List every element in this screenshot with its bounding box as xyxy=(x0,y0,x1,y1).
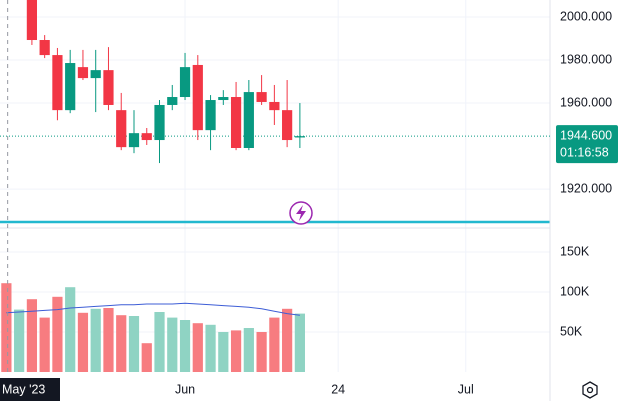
candle-body xyxy=(256,92,267,102)
volume-tick-label: 50K xyxy=(560,324,583,338)
candle-body xyxy=(39,40,50,56)
candle-body xyxy=(167,97,178,105)
volume-bar xyxy=(282,308,293,372)
volume-tick-label: 100K xyxy=(560,284,590,298)
x-tick-label: Jul xyxy=(458,382,474,396)
volume-bar xyxy=(1,283,12,372)
candle-body xyxy=(282,110,293,141)
y-tick-label: 1980.000 xyxy=(560,52,612,66)
volume-pane xyxy=(1,283,305,372)
volume-bar xyxy=(269,317,280,372)
alert-icon xyxy=(289,201,313,225)
volume-bar xyxy=(230,330,242,372)
volume-bar xyxy=(65,287,76,372)
price-pane xyxy=(0,0,550,164)
volume-ma-line xyxy=(6,302,300,316)
candle-body xyxy=(218,97,229,101)
candle-body xyxy=(243,92,254,148)
crosshair-label-box xyxy=(0,378,60,401)
volume-bar xyxy=(141,343,152,372)
volume-bar xyxy=(128,316,140,372)
candle-body xyxy=(269,101,280,111)
candle-body xyxy=(294,136,305,138)
candle-body xyxy=(116,110,127,148)
last-price-box xyxy=(556,125,618,164)
candle-body xyxy=(205,100,216,131)
volume-bar xyxy=(26,299,38,372)
candle-body xyxy=(103,70,114,105)
candle-body xyxy=(192,64,203,131)
last-price-label: 1944.600 xyxy=(560,128,612,142)
volume-tick-label: 150K xyxy=(560,244,590,258)
candle-body xyxy=(52,55,63,111)
volume-bar xyxy=(192,323,203,372)
volume-bar xyxy=(103,308,114,372)
volume-bar xyxy=(39,317,50,372)
candle-body xyxy=(77,67,89,79)
countdown-label: 01:16:58 xyxy=(560,145,609,159)
candle-body xyxy=(128,133,140,148)
volume-bar xyxy=(116,315,127,372)
candle-body xyxy=(179,67,191,98)
x-tick-label: Jun xyxy=(175,382,195,396)
candle-body xyxy=(154,104,165,141)
y-tick-label: 1920.000 xyxy=(560,181,612,195)
volume-bar xyxy=(52,296,63,372)
volume-bar xyxy=(179,320,191,372)
candle-body xyxy=(26,0,38,41)
candle-body xyxy=(141,133,152,141)
volume-bar xyxy=(77,312,89,372)
x-tick-label: 24 xyxy=(331,382,345,396)
y-tick-label: 1960.000 xyxy=(560,95,612,109)
volume-bar xyxy=(256,332,267,372)
candle-body xyxy=(90,70,101,79)
candle-body xyxy=(230,97,242,148)
crosshair-label: May '23 xyxy=(2,382,45,396)
volume-bar xyxy=(90,308,101,372)
y-tick-label: 2000.000 xyxy=(560,9,612,23)
volume-bar xyxy=(294,313,305,372)
volume-bar xyxy=(14,309,25,372)
volume-bar xyxy=(167,317,178,372)
volume-bar xyxy=(205,324,216,372)
volume-bar xyxy=(154,312,165,372)
volume-bar xyxy=(243,328,254,372)
volume-bar xyxy=(218,332,229,372)
candle-body xyxy=(65,63,76,111)
settings-icon[interactable] xyxy=(582,381,598,399)
